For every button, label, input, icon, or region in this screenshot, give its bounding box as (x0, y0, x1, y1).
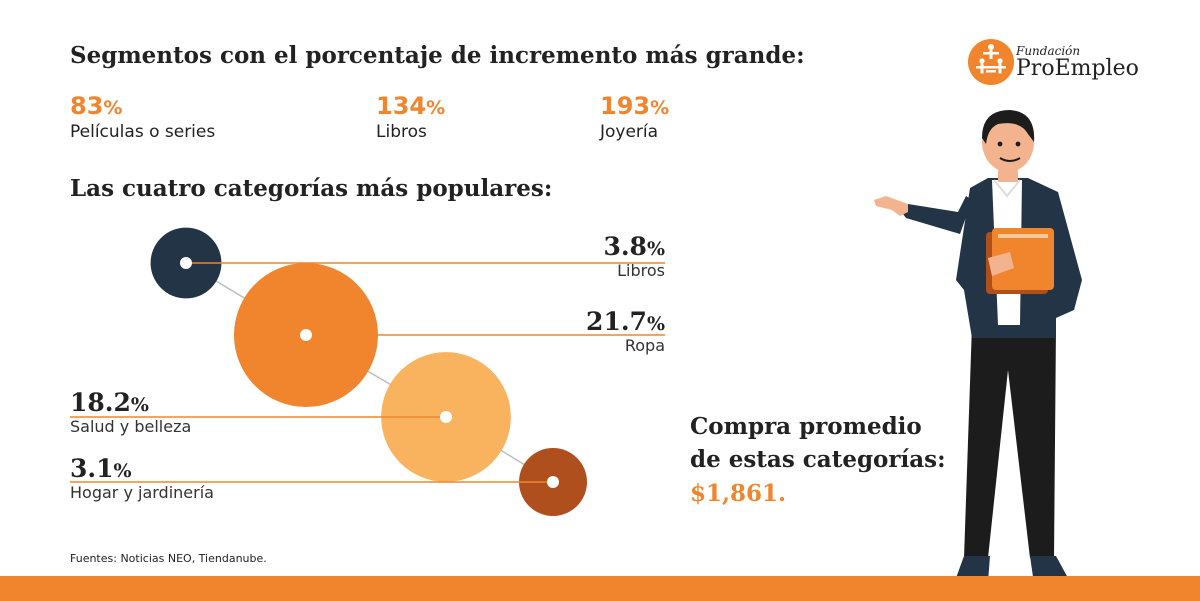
bubble-center-dot-ropa (300, 329, 312, 341)
category-value: 21.7 (586, 307, 647, 336)
logo-small-text: Fundación (1016, 44, 1081, 58)
logo-wordmark: Fundación ProEmpleo (1016, 44, 1139, 81)
bubble-chart (70, 227, 665, 516)
stat-value: 83 (70, 92, 104, 120)
stat-label: Películas o series (70, 122, 216, 142)
popular-heading: Las cuatro categorías más populares: (70, 175, 553, 202)
category-unit: % (646, 238, 665, 260)
increase-stat-libros: 134% Libros (376, 92, 445, 142)
stat-unit: % (103, 97, 123, 119)
category-value: 18.2 (70, 388, 131, 417)
stat-unit: % (426, 97, 446, 119)
average-purchase-amount: $1,861. (690, 479, 787, 507)
sources-note: Fuentes: Noticias NEO, Tiendanube. (70, 552, 267, 565)
average-purchase-line1: Compra promedio (690, 413, 922, 440)
footer-bar (0, 576, 1200, 601)
stat-value: 193 (600, 92, 651, 120)
stat-unit: % (650, 97, 670, 119)
category-name: Salud y belleza (70, 417, 192, 436)
presenter-illustration (874, 110, 1082, 588)
category-unit: % (646, 313, 665, 335)
category-unit: % (113, 460, 132, 482)
category-unit: % (130, 394, 149, 416)
stat-label: Libros (376, 122, 427, 142)
bubble-center-dot-libros (180, 257, 192, 269)
average-purchase-line2: de estas categorías: (690, 446, 946, 474)
category-label-ropa: 21.7% Ropa (560, 307, 665, 355)
bubble-center-dot-salud-belleza (440, 411, 452, 423)
category-label-salud: 18.2% Salud y belleza (70, 388, 191, 436)
category-label-libros: 3.8% Libros (560, 232, 665, 280)
category-label-hogar: 3.1% Hogar y jardinería (70, 454, 214, 502)
bubble-center-dot-hogar-jardineria (547, 476, 559, 488)
stat-label: Joyería (600, 122, 659, 142)
category-name: Libros (617, 261, 665, 280)
increase-heading: Segmentos con el porcentaje de increment… (70, 42, 805, 69)
category-name: Hogar y jardinería (70, 483, 214, 502)
category-name: Ropa (624, 336, 665, 355)
proempleo-logo-icon (968, 39, 1014, 85)
stat-value: 134 (376, 92, 427, 120)
logo-big-text: ProEmpleo (1016, 56, 1139, 81)
average-purchase: Compra promedio de estas categorías: $1,… (690, 410, 946, 510)
category-value: 3.8 (603, 232, 647, 261)
increase-stat-joyeria: 193% Joyería (600, 92, 669, 142)
increase-stat-peliculas: 83% Películas o series (70, 92, 215, 142)
category-value: 3.1 (70, 454, 114, 483)
